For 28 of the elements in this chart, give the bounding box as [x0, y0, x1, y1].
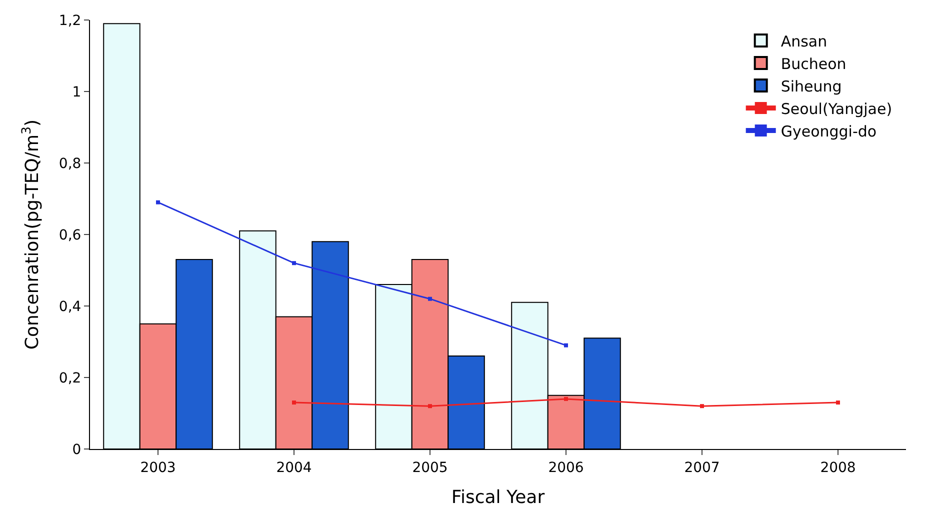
- y-tick-label: 1,2: [58, 12, 82, 29]
- point: [292, 261, 296, 266]
- x-tick-label: 2005: [412, 460, 448, 476]
- legend-label: Gyeonggi-do: [780, 122, 877, 140]
- legend-label: Seoul(Yangjae): [780, 100, 892, 118]
- legend-label: Siheung: [780, 77, 842, 96]
- x-tick-label: 2008: [820, 460, 856, 476]
- x-tick-label: 2006: [548, 460, 584, 476]
- point: [156, 200, 160, 204]
- legend-label: Bucheon: [780, 54, 846, 73]
- y-tick-label: 0: [72, 442, 82, 458]
- point: [428, 404, 432, 408]
- point: [564, 396, 568, 401]
- point: [700, 404, 704, 408]
- x-tick-label: 2004: [276, 460, 312, 476]
- point: [428, 296, 432, 301]
- point: [836, 400, 840, 405]
- legend-label: Ansan: [780, 32, 828, 50]
- point: [564, 343, 568, 348]
- y-tick-label: 0,4: [58, 298, 82, 315]
- y-tick-label: 1: [72, 84, 82, 100]
- x-tick-label: 2007: [684, 460, 720, 476]
- y-tick-label: 0,6: [58, 227, 82, 244]
- x-tick-label: 2003: [140, 460, 176, 476]
- x-axis-title: Fiscal Year: [451, 486, 546, 508]
- y-tick-label: 0,2: [58, 370, 82, 386]
- point: [292, 400, 296, 405]
- y-tick-label: 0,8: [58, 156, 82, 172]
